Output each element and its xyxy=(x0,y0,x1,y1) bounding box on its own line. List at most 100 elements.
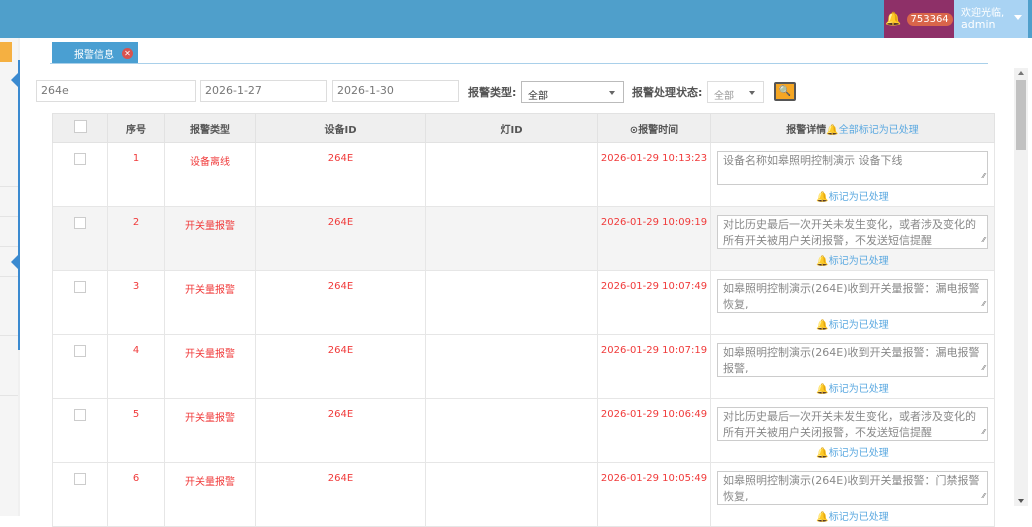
lamp-id xyxy=(425,462,598,527)
bell-icon: 🔔 xyxy=(816,192,829,203)
col-header-time[interactable]: ⊙报警时间 xyxy=(597,113,711,143)
mark-processed-link[interactable]: 🔔标记为已处理 xyxy=(711,444,994,459)
mark-processed-link[interactable]: 🔔标记为已处理 xyxy=(711,188,994,203)
row-select-cell xyxy=(52,462,108,527)
table-row[interactable]: 6 开关量报警 264E 2026-01-29 10:05:49 如皋照明控制演… xyxy=(52,462,995,527)
mark-processed-label: 标记为已处理 xyxy=(828,448,889,459)
alarm-type-value: 全部 xyxy=(528,91,548,102)
top-header: 🔔 753364 欢迎光临, admin xyxy=(0,0,1032,38)
row-number: 4 xyxy=(107,334,165,399)
notification-badge: 753364 xyxy=(906,12,953,26)
divider xyxy=(0,335,18,336)
mark-processed-link[interactable]: 🔔标记为已处理 xyxy=(711,252,994,267)
vertical-scrollbar[interactable] xyxy=(1014,68,1028,506)
table-row[interactable]: 1 设备离线 264E 2026-01-29 10:13:23 设备名称如皋照明… xyxy=(52,142,995,207)
close-icon[interactable]: ✕ xyxy=(122,47,133,59)
alarm-type: 开关量报警 xyxy=(164,206,256,271)
row-checkbox[interactable] xyxy=(74,473,86,485)
user-menu[interactable]: 欢迎光临, admin xyxy=(954,0,1028,38)
mark-processed-label: 标记为已处理 xyxy=(828,256,889,267)
alarm-type: 开关量报警 xyxy=(164,334,256,399)
device-id: 264E xyxy=(255,398,426,463)
mark-processed-label: 标记为已处理 xyxy=(828,384,889,395)
alarm-detail-textarea[interactable]: 如皋照明控制演示(264E)收到开关量报警：门禁报警恢复, xyxy=(717,471,988,505)
status-label: 报警处理状态: xyxy=(632,86,703,99)
alarm-detail-textarea[interactable]: 对比历史最后一次开关未发生变化，或者涉及变化的所有开关被用户关闭报警，不发送短信… xyxy=(717,407,988,441)
table-row[interactable]: 2 开关量报警 264E 2026-01-29 10:09:19 对比历史最后一… xyxy=(52,206,995,271)
sidebar xyxy=(0,38,18,516)
alarm-detail-cell: 如皋照明控制演示(264E)收到开关量报警：漏电报警恢复, 🔔标记为已处理 xyxy=(710,270,995,335)
search-button[interactable]: 🔍 xyxy=(774,82,796,101)
scrollbar-thumb[interactable] xyxy=(1016,80,1026,150)
lamp-id xyxy=(425,270,598,335)
row-number: 2 xyxy=(107,206,165,271)
start-date-input[interactable]: 2026-1-27 xyxy=(200,80,327,102)
alarm-time: 2026-01-29 10:06:49 xyxy=(597,398,711,463)
select-all-checkbox[interactable] xyxy=(73,120,87,133)
bell-icon: 🔔 xyxy=(816,448,829,459)
row-checkbox[interactable] xyxy=(74,281,86,293)
select-all-header xyxy=(52,113,108,143)
row-checkbox[interactable] xyxy=(74,409,86,421)
alarm-detail-textarea[interactable]: 对比历史最后一次开关未发生变化，或者涉及变化的所有开关被用户关闭报警，不发送短信… xyxy=(717,215,988,249)
keyword-input[interactable]: 264e xyxy=(36,80,196,102)
table-row[interactable]: 3 开关量报警 264E 2026-01-29 10:07:49 如皋照明控制演… xyxy=(52,270,995,335)
device-id: 264E xyxy=(255,142,426,207)
row-number: 3 xyxy=(107,270,165,335)
row-select-cell xyxy=(52,206,108,271)
mark-processed-label: 标记为已处理 xyxy=(828,192,889,203)
lamp-id xyxy=(425,206,598,271)
bell-icon: 🔔 xyxy=(816,512,829,523)
alarm-detail-textarea[interactable]: 如皋照明控制演示(264E)收到开关量报警：漏电报警恢复, xyxy=(717,279,988,313)
chevron-down-icon xyxy=(609,91,615,95)
mark-processed-link[interactable]: 🔔标记为已处理 xyxy=(711,316,994,331)
clock-icon: ⊙ xyxy=(629,124,639,136)
scroll-down-icon[interactable] xyxy=(1018,499,1024,503)
collapse-arrow-icon[interactable] xyxy=(11,72,19,88)
divider xyxy=(0,246,18,247)
col-header: 灯ID xyxy=(425,113,598,143)
device-id: 264E xyxy=(255,334,426,399)
bell-icon: 🔔 xyxy=(885,11,902,27)
alarm-type: 开关量报警 xyxy=(164,398,256,463)
table-row[interactable]: 4 开关量报警 264E 2026-01-29 10:07:19 如皋照明控制演… xyxy=(52,334,995,399)
collapse-arrow-icon[interactable] xyxy=(11,254,19,270)
bell-icon: 🔔 xyxy=(826,124,839,136)
scroll-up-icon[interactable] xyxy=(1018,71,1024,75)
bell-icon: 🔔 xyxy=(816,256,829,267)
end-date-input[interactable]: 2026-1-30 xyxy=(332,80,459,102)
alarm-type: 设备离线 xyxy=(164,142,256,207)
lamp-id xyxy=(425,398,598,463)
tab-alarm-info[interactable]: 报警信息 ✕ xyxy=(52,42,138,64)
tab-label: 报警信息 xyxy=(74,49,114,61)
row-checkbox[interactable] xyxy=(74,345,86,357)
status-select[interactable]: 全部 xyxy=(707,81,764,103)
device-id: 264E xyxy=(255,270,426,335)
divider xyxy=(0,276,18,277)
bell-icon: 🔔 xyxy=(816,384,829,395)
alarm-detail-cell: 对比历史最后一次开关未发生变化，或者涉及变化的所有开关被用户关闭报警，不发送短信… xyxy=(710,398,995,463)
alarm-type: 开关量报警 xyxy=(164,270,256,335)
table-row[interactable]: 5 开关量报警 264E 2026-01-29 10:06:49 对比历史最后一… xyxy=(52,398,995,463)
row-select-cell xyxy=(52,334,108,399)
divider xyxy=(0,186,18,187)
row-number: 1 xyxy=(107,142,165,207)
col-header: 报警类型 xyxy=(164,113,256,143)
mark-all-label: 全部标记为已处理 xyxy=(838,124,919,136)
row-checkbox[interactable] xyxy=(74,153,86,165)
username: admin xyxy=(961,18,996,31)
alarm-detail-textarea[interactable]: 如皋照明控制演示(264E)收到开关量报警：漏电报警报警, xyxy=(717,343,988,377)
device-id: 264E xyxy=(255,206,426,271)
alarm-time: 2026-01-29 10:05:49 xyxy=(597,462,711,527)
col-header-label: 报警时间 xyxy=(638,124,679,136)
row-checkbox[interactable] xyxy=(74,217,86,229)
row-number: 5 xyxy=(107,398,165,463)
mark-all-processed-link[interactable]: 🔔全部标记为已处理 xyxy=(826,125,918,136)
mark-processed-link[interactable]: 🔔标记为已处理 xyxy=(711,380,994,395)
chevron-down-icon xyxy=(1014,15,1022,20)
search-icon: 🔍 xyxy=(778,86,792,97)
alarm-type-select[interactable]: 全部 xyxy=(521,81,624,103)
row-select-cell xyxy=(52,142,108,207)
notification-button[interactable]: 🔔 753364 xyxy=(884,0,954,38)
alarm-detail-textarea[interactable]: 设备名称如皋照明控制演示 设备下线 xyxy=(717,151,988,185)
